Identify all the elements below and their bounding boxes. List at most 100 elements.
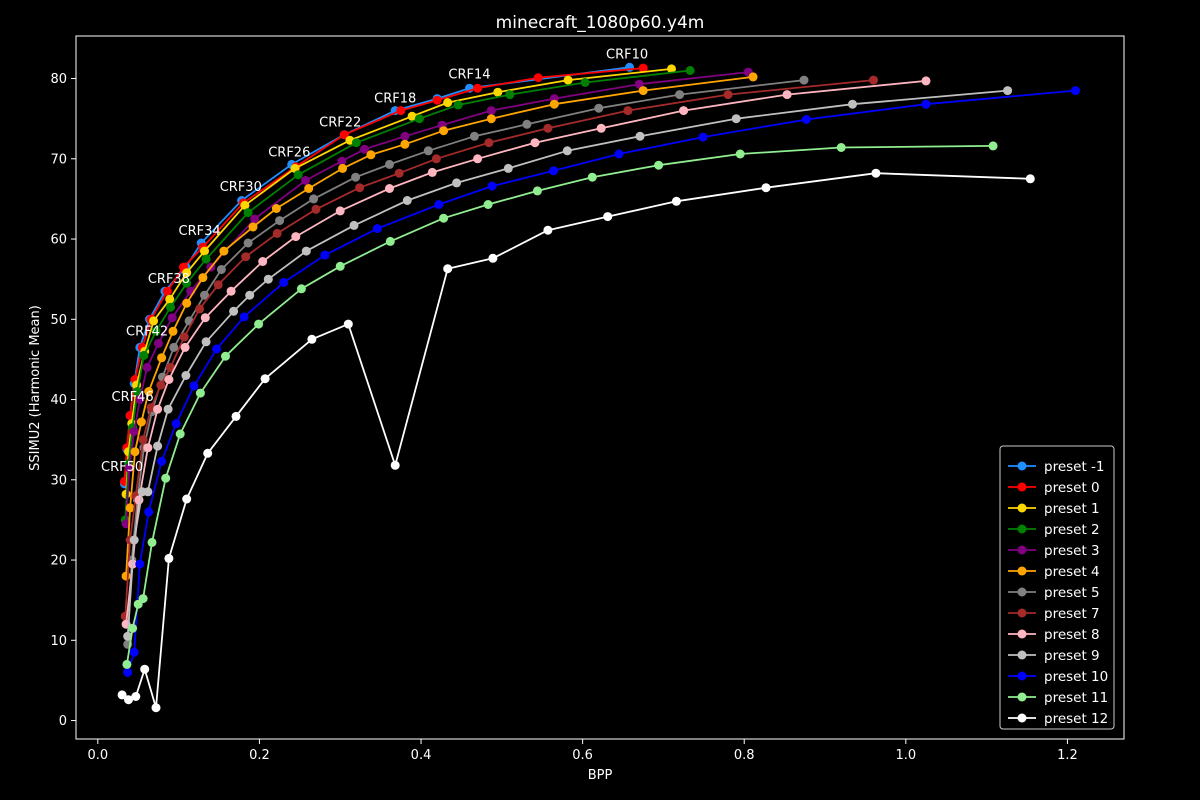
data-point (130, 447, 140, 457)
data-point (549, 166, 558, 176)
data-point (144, 387, 154, 396)
data-point (169, 342, 179, 352)
data-point (293, 170, 303, 180)
axes-frame (75, 35, 1125, 740)
data-point (157, 353, 167, 363)
y-tick-label: 30 (50, 473, 67, 488)
data-point (301, 246, 311, 256)
data-point (685, 66, 695, 75)
data-point (594, 103, 604, 113)
data-point (123, 631, 133, 641)
data-point (301, 176, 310, 185)
legend-label: preset -1 (1044, 459, 1105, 475)
data-point (144, 507, 154, 517)
data-point (309, 194, 319, 204)
data-point (125, 503, 135, 513)
data-point (921, 76, 931, 86)
data-point (562, 146, 572, 156)
data-point (988, 141, 998, 151)
legend-item: preset 3 (1008, 543, 1100, 559)
data-point (200, 313, 210, 323)
data-point (182, 494, 192, 504)
data-point (291, 232, 301, 242)
data-point (848, 99, 857, 109)
data-point (153, 338, 163, 348)
data-point (180, 342, 190, 352)
data-point (182, 298, 192, 308)
data-point (486, 114, 496, 124)
data-point (189, 381, 199, 391)
legend-item: preset 9 (1008, 648, 1100, 664)
data-point (522, 119, 532, 129)
data-point (216, 265, 226, 274)
data-point (505, 90, 515, 100)
data-point (671, 196, 681, 206)
data-point (140, 664, 150, 674)
data-point (396, 106, 406, 116)
legend-marker (1017, 545, 1027, 555)
legend-marker (1017, 608, 1027, 618)
data-point (195, 304, 205, 314)
data-point (761, 183, 771, 193)
data-point (117, 690, 127, 700)
data-point (219, 246, 229, 256)
data-point (151, 703, 161, 713)
data-point (166, 362, 175, 372)
data-point (260, 374, 270, 384)
data-point (263, 274, 273, 284)
data-point (240, 200, 250, 210)
data-point (143, 443, 153, 453)
data-point (614, 149, 624, 159)
plot-area: 0.0 0.2 0.4 0.6 0.8 1.0 1.2 0 10 20 30 40 50 60 70 80 CR… (50, 35, 1125, 763)
data-point (921, 99, 931, 109)
data-point (135, 395, 145, 404)
data-point (343, 319, 353, 329)
data-point (402, 196, 412, 205)
legend-label: preset 0 (1044, 480, 1100, 496)
legend-marker (1017, 503, 1027, 513)
legend-label: preset 12 (1044, 711, 1108, 727)
series-line (126, 89, 1076, 673)
data-point (488, 253, 498, 263)
data-point (799, 75, 809, 85)
data-point (138, 594, 148, 604)
data-point (166, 302, 175, 312)
data-point (698, 132, 708, 142)
data-point (679, 106, 689, 116)
series-preset-3 (121, 67, 753, 529)
data-point (530, 138, 540, 148)
data-point (195, 388, 205, 398)
data-point (1003, 86, 1013, 96)
data-point (360, 144, 369, 154)
data-point (351, 138, 361, 148)
x-tick-label: 1.0 (895, 748, 916, 763)
data-point (532, 186, 542, 196)
legend-label: preset 8 (1044, 627, 1100, 643)
crf-annotation: CRF38 (148, 272, 190, 287)
data-point (836, 143, 846, 152)
data-point (735, 149, 745, 159)
data-point (675, 90, 685, 100)
data-point (164, 553, 174, 563)
data-point (339, 130, 349, 140)
data-point (201, 337, 211, 347)
data-point (296, 284, 306, 294)
data-point (533, 73, 543, 83)
data-point (241, 252, 251, 262)
data-point (165, 294, 175, 304)
legend-item: preset 10 (1008, 669, 1108, 685)
y-tick-label: 50 (50, 313, 67, 328)
legend-label: preset 11 (1044, 690, 1108, 706)
data-point (142, 362, 152, 372)
data-point (493, 87, 503, 97)
data-point (486, 106, 496, 116)
data-point (271, 204, 281, 213)
x-tick-label: 0.0 (87, 748, 108, 763)
legend-label: preset 4 (1044, 564, 1100, 580)
data-point (164, 375, 174, 384)
data-point (181, 371, 191, 380)
data-point (131, 692, 141, 701)
data-point (423, 146, 433, 156)
data-point (366, 150, 376, 160)
crf-annotation: CRF14 (448, 68, 490, 83)
